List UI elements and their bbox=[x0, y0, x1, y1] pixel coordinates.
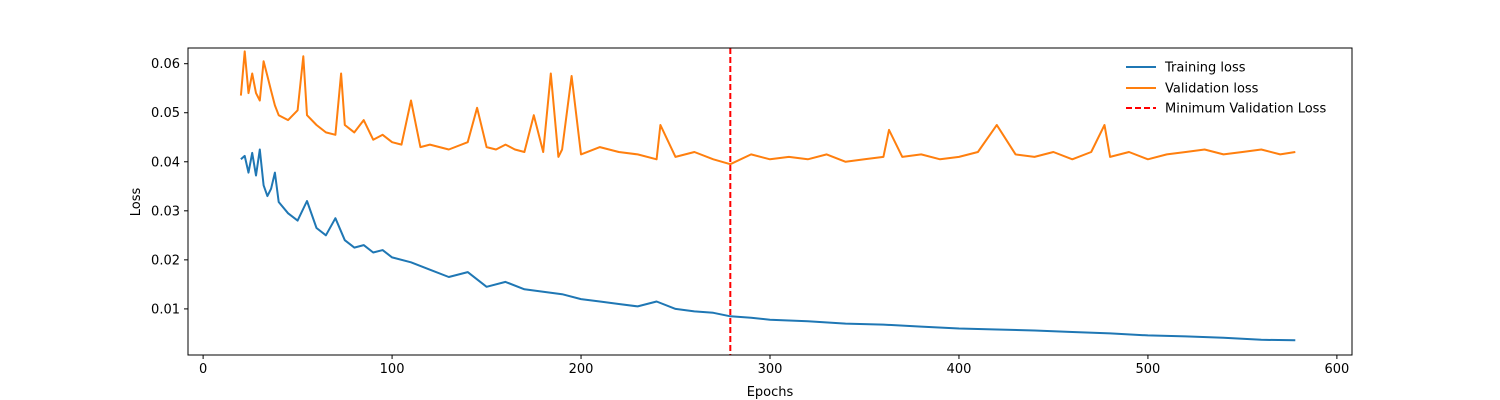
series-line-training-loss bbox=[240, 148, 1296, 342]
x-tick-label: 400 bbox=[947, 362, 972, 377]
y-tick-label: 0.04 bbox=[151, 155, 180, 170]
legend-label-training-loss: Training loss bbox=[1164, 61, 1246, 76]
series-line-validation-loss bbox=[239, 50, 1296, 166]
y-tick-label: 0.01 bbox=[151, 302, 180, 317]
y-tick-label: 0.03 bbox=[151, 204, 180, 219]
x-tick-label: 300 bbox=[758, 362, 783, 377]
legend-label-minimum-validation-loss: Minimum Validation Loss bbox=[1165, 102, 1326, 117]
x-tick-label: 0 bbox=[199, 362, 207, 377]
x-tick-label: 600 bbox=[1324, 362, 1349, 377]
y-tick-label: 0.05 bbox=[151, 106, 180, 121]
x-tick-label: 100 bbox=[380, 362, 405, 377]
x-tick-label: 200 bbox=[569, 362, 594, 377]
plot-background bbox=[188, 48, 1352, 355]
x-axis-label: Epochs bbox=[747, 385, 794, 400]
legend: Training loss Validation loss Minimum Va… bbox=[1126, 61, 1326, 117]
y-axis-label: Loss bbox=[129, 188, 144, 217]
series-layer bbox=[239, 50, 1296, 342]
legend-label-validation-loss: Validation loss bbox=[1165, 82, 1259, 97]
y-tick-label: 0.06 bbox=[151, 57, 180, 72]
x-tick-label: 500 bbox=[1136, 362, 1161, 377]
plot-frame bbox=[187, 47, 1353, 356]
y-tick-label: 0.02 bbox=[151, 253, 180, 268]
y-axis-ticks: 0.01 0.02 0.03 0.04 0.05 0.06 bbox=[151, 57, 188, 317]
x-axis-ticks: 0 100 200 300 400 500 600 bbox=[199, 355, 1349, 377]
